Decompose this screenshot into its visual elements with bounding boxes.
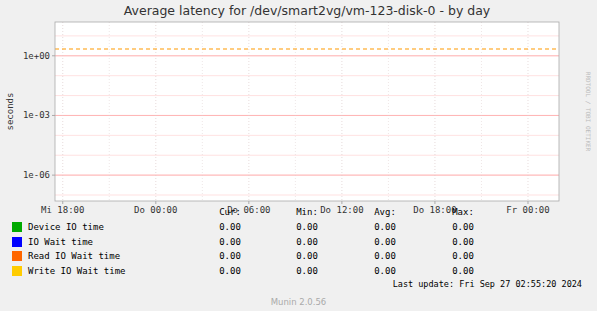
data-layer: [55, 48, 559, 49]
table-value: 0.00: [452, 251, 474, 261]
y-tick-label: 1e+00: [23, 51, 50, 61]
x-tick-label: Do 18:00: [413, 205, 456, 215]
grid-line: [55, 55, 559, 56]
x-tick-label: Do 00:00: [134, 205, 177, 215]
y-axis-label: seconds: [5, 93, 15, 131]
footer: Munin 2.0.56: [271, 297, 327, 307]
minor-grid-line: [55, 35, 559, 36]
x-tick-label: Fr 00:00: [506, 205, 549, 215]
minor-grid-line: [55, 175, 559, 176]
table-value: 0.00: [219, 251, 241, 261]
tick-mark: [155, 201, 156, 204]
grid-line: [55, 175, 559, 176]
minor-grid-line: [55, 95, 559, 96]
last-update: Last update: Fri Sep 27 02:55:20 2024: [393, 279, 582, 289]
table-value: 0.00: [374, 237, 396, 247]
tick-mark: [527, 201, 528, 204]
minor-grid-line: [109, 22, 110, 201]
legend-swatch: [12, 251, 22, 261]
watermark: RRDTOOL / TOBI OETIKER: [585, 72, 592, 152]
table-header: Max:: [452, 207, 474, 217]
tick-mark: [52, 115, 55, 116]
table-value: 0.00: [374, 222, 396, 232]
table-value: 0.00: [452, 237, 474, 247]
tick-mark: [62, 201, 63, 204]
minor-grid-line: [55, 155, 559, 156]
minor-grid-line: [55, 195, 559, 196]
table-header: Avg:: [374, 207, 396, 217]
tick-mark: [341, 201, 342, 204]
reference-line: [55, 48, 559, 49]
minor-grid-line: [388, 22, 389, 201]
legend-label: Read IO Wait time: [28, 251, 120, 261]
table-value: 0.00: [296, 266, 318, 276]
minor-grid-line: [481, 22, 482, 201]
title: Average latency for /dev/smart2vg/vm-123…: [124, 3, 491, 18]
table-value: 0.00: [219, 222, 241, 232]
table-value: 0.00: [374, 266, 396, 276]
grid-line: [248, 22, 249, 201]
plot-frame: [55, 22, 559, 201]
x-tick-label: Mi 18:00: [41, 205, 84, 215]
tick-mark: [434, 201, 435, 204]
tick-mark: [52, 55, 55, 56]
plot-area: [55, 22, 559, 201]
table-value: 0.00: [296, 237, 318, 247]
legend-swatch: [12, 266, 22, 276]
minor-grid-line: [55, 75, 559, 76]
table-value: 0.00: [219, 266, 241, 276]
y-tick-label: 1e-06: [23, 170, 50, 180]
table-value: 0.00: [452, 266, 474, 276]
table-header: Min:: [296, 207, 318, 217]
minor-grid-line: [55, 55, 559, 56]
table-header: Cur:: [219, 207, 241, 217]
grid: [55, 22, 559, 201]
table-value: 0.00: [452, 222, 474, 232]
table-value: 0.00: [296, 222, 318, 232]
legend-label: Device IO time: [28, 222, 104, 232]
table-value: 0.00: [219, 237, 241, 247]
tick-mark: [52, 175, 55, 176]
legend-swatch: [12, 237, 22, 247]
chart: Mi 18:00Do 00:00Do 06:00Do 12:00Do 18:00…: [0, 0, 597, 311]
legend-label: IO Wait time: [28, 237, 93, 247]
legend-swatch: [12, 222, 22, 232]
tick-mark: [248, 201, 249, 204]
x-tick-label: Do 12:00: [320, 205, 363, 215]
table-value: 0.00: [374, 251, 396, 261]
minor-grid-line: [55, 135, 559, 136]
grid-line: [55, 115, 559, 116]
legend-label: Write IO Wait time: [28, 266, 126, 276]
y-tick-label: 1e-03: [23, 110, 50, 120]
minor-grid-line: [55, 115, 559, 116]
table-value: 0.00: [296, 251, 318, 261]
